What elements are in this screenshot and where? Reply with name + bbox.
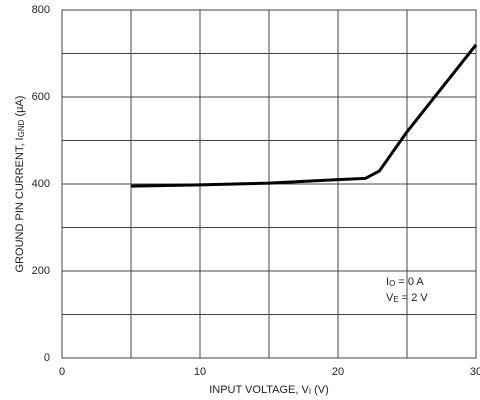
y-axis-label: GROUND PIN CURRENT, IGND (µA): [14, 96, 26, 273]
y-tick-label: 0: [44, 352, 50, 364]
x-tick-label: 10: [194, 366, 206, 378]
y-tick-label: 600: [32, 91, 50, 103]
annotation: VE = 2 V: [386, 292, 428, 304]
y-tick-label: 200: [32, 265, 50, 277]
y-tick-label: 400: [32, 178, 50, 190]
annotation: IO = 0 A: [386, 276, 424, 288]
x-axis-label: INPUT VOLTAGE, VI (V): [209, 384, 329, 396]
y-tick-label: 800: [32, 4, 50, 16]
x-tick-label: 0: [59, 366, 65, 378]
x-tick-label: 20: [332, 366, 344, 378]
data-line: [130, 43, 478, 188]
x-tick-label: 30: [470, 366, 480, 378]
